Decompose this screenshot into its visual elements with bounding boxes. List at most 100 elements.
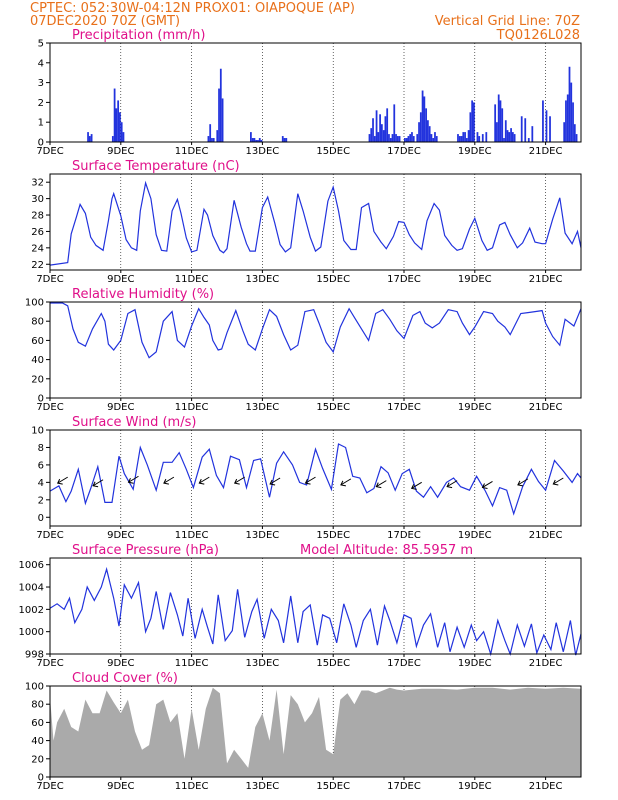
precipitation-bar (115, 108, 118, 142)
precipitation-bar (418, 122, 420, 142)
precipitation-bar (260, 140, 263, 142)
wind-arrow-shaft (57, 476, 68, 484)
wind-arrow-head (304, 478, 311, 485)
precipitation-bar (496, 122, 498, 142)
wind-frame (49, 429, 582, 527)
pressure-xtick-label: 9DEC (107, 658, 134, 669)
temperature-ytick-label: 28 (31, 211, 44, 222)
humidity-xtick-label: 17DEC (387, 402, 421, 413)
humidity-xtick-label: 13DEC (246, 402, 280, 413)
wind-arrow-head (127, 478, 134, 484)
precipitation-bar (428, 126, 431, 142)
wind-arrow-shaft (517, 478, 529, 486)
temperature-ytick-label: 26 (31, 227, 44, 238)
precipitation-bar (421, 90, 424, 142)
wind-arrow-head (233, 478, 240, 485)
wind-arrow-head (481, 483, 488, 489)
pressure-xtick-label: 13DEC (246, 658, 280, 669)
temperature-panel: 22 24 26 28 30 32 7DEC 9DEC 11DEC 13DEC 15DEC 17DEC… (31, 159, 582, 285)
header-date: 07DEC2020 70Z (GMT) (30, 14, 180, 29)
wind-arrow-shaft (376, 480, 387, 488)
temperature-ytick-label: 30 (31, 194, 44, 205)
wind-arrow-head (517, 480, 523, 487)
precipitation-bar (209, 124, 212, 142)
wind-arrow (375, 480, 387, 489)
precipitation-bar (90, 134, 93, 142)
wind-arrow-head (198, 478, 205, 485)
temperature-xtick-label: 9DEC (107, 274, 134, 285)
pressure-xtick-label: 11DEC (175, 658, 209, 669)
precipitation-xtick-label: 17DEC (387, 146, 421, 157)
temperature-ytick-label: 22 (31, 260, 44, 271)
wind-arrow-shaft (163, 476, 175, 484)
wind-arrow-shaft (269, 477, 281, 485)
cloud-cover-title: Cloud Cover (%) (72, 671, 178, 686)
precipitation-frame (49, 42, 582, 143)
temperature-frame (49, 173, 582, 271)
humidity-ytick-label: 0 (38, 394, 44, 405)
header-station: CPTEC: 052:30W-04:12N PROX01: OIAPOQUE (… (30, 1, 355, 16)
wind-arrow-shaft (482, 481, 493, 488)
precipitation-bar (419, 112, 422, 142)
wind-xtick-label: 13DEC (246, 530, 280, 541)
precipitation-bar (388, 134, 390, 142)
precipitation-bar (460, 136, 463, 142)
humidity-ytick-label: 20 (31, 374, 44, 385)
precipitation-ytick-label: 2 (38, 98, 44, 109)
precipitation-bar (250, 132, 252, 142)
humidity-line (50, 302, 582, 359)
temperature-xtick-label: 21DEC (529, 274, 563, 285)
pressure-ytick-label: 1000 (19, 627, 44, 638)
precipitation-bar (391, 134, 394, 142)
precipitation-bar (211, 138, 213, 142)
precipitation-xtick-label: 19DEC (458, 146, 492, 157)
wind-title: Surface Wind (m/s) (72, 415, 196, 430)
precipitation-bar (377, 132, 380, 142)
cloud-cover-xtick-label: 11DEC (175, 781, 209, 792)
wind-xtick-label: 11DEC (175, 530, 209, 541)
wind-arrow-shaft (446, 480, 458, 488)
wind-line (49, 443, 582, 516)
cloud-cover-xtick-label: 21DEC (529, 781, 563, 792)
pressure-xtick-label: 15DEC (316, 658, 350, 669)
precipitation-bar (283, 138, 286, 142)
precipitation-bar (216, 130, 219, 142)
precipitation-bar (404, 138, 406, 142)
precipitation-bar (409, 134, 412, 142)
temperature-ytick-label: 24 (31, 243, 44, 254)
precipitation-bar (531, 126, 534, 142)
cloud-cover-panel: 0 20 40 60 80 100 7DEC 9DEC 11DEC 13DEC 15DEC 17DEC… (25, 671, 582, 792)
wind-arrow-shaft (553, 477, 564, 485)
header-grid-line: Vertical Grid Line: 70Z (435, 14, 580, 29)
precipitation-bar (285, 138, 288, 142)
precipitation-bar (511, 132, 514, 142)
precipitation-bar (221, 98, 224, 142)
wind-arrow-shaft (305, 476, 316, 484)
temperature-title: Surface Temperature (nC) (72, 159, 240, 174)
precipitation-bar (396, 136, 399, 142)
precipitation-bar (467, 130, 470, 142)
wind-arrow-shaft (128, 475, 139, 483)
precipitation-bar (503, 138, 505, 142)
pressure-xtick-label: 17DEC (387, 658, 421, 669)
wind-arrow (56, 476, 68, 485)
precipitation-bar (434, 132, 436, 142)
cloud-cover-ytick-label: 80 (31, 700, 44, 711)
cloud-cover-area (50, 687, 581, 777)
wind-arrow-head (92, 481, 99, 488)
precipitation-bar (382, 130, 385, 142)
wind-arrow (446, 480, 458, 489)
precipitation-bar (575, 134, 578, 142)
wind-arrow (304, 476, 316, 485)
pressure-ytick-label: 1004 (19, 583, 44, 594)
precipitation-ytick-label: 4 (38, 58, 44, 69)
cloud-cover-ytick-label: 20 (31, 754, 44, 765)
precipitation-bar (258, 138, 261, 142)
humidity-xtick-label: 11DEC (175, 402, 209, 413)
temperature-xtick-label: 17DEC (387, 274, 421, 285)
precipitation-bar (370, 128, 373, 142)
humidity-xtick-label: 7DEC (36, 402, 63, 413)
pressure-title: Surface Pressure (hPa) (72, 543, 219, 558)
precipitation-bar (253, 138, 256, 142)
